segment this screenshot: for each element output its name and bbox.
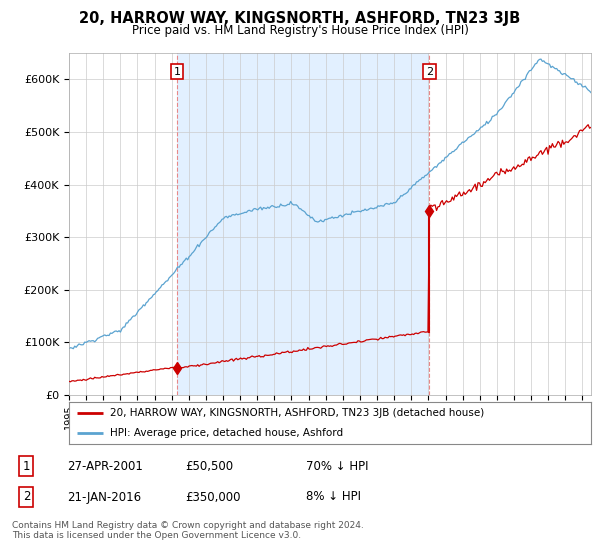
Text: £350,000: £350,000 (185, 491, 240, 503)
Text: 20, HARROW WAY, KINGSNORTH, ASHFORD, TN23 3JB (detached house): 20, HARROW WAY, KINGSNORTH, ASHFORD, TN2… (110, 408, 484, 418)
Text: 27-APR-2001: 27-APR-2001 (67, 460, 143, 473)
Text: 20, HARROW WAY, KINGSNORTH, ASHFORD, TN23 3JB: 20, HARROW WAY, KINGSNORTH, ASHFORD, TN2… (79, 11, 521, 26)
Text: £50,500: £50,500 (185, 460, 233, 473)
Text: Price paid vs. HM Land Registry's House Price Index (HPI): Price paid vs. HM Land Registry's House … (131, 24, 469, 36)
Text: 2: 2 (426, 67, 433, 77)
Text: 1: 1 (173, 67, 181, 77)
Text: 2: 2 (23, 491, 30, 503)
Text: 8% ↓ HPI: 8% ↓ HPI (306, 491, 361, 503)
Text: 1: 1 (23, 460, 30, 473)
Bar (177, 53, 429, 395)
Text: 21-JAN-2016: 21-JAN-2016 (67, 491, 141, 503)
Text: HPI: Average price, detached house, Ashford: HPI: Average price, detached house, Ashf… (110, 428, 343, 438)
Text: 70% ↓ HPI: 70% ↓ HPI (306, 460, 368, 473)
Text: Contains HM Land Registry data © Crown copyright and database right 2024.
This d: Contains HM Land Registry data © Crown c… (12, 521, 364, 540)
